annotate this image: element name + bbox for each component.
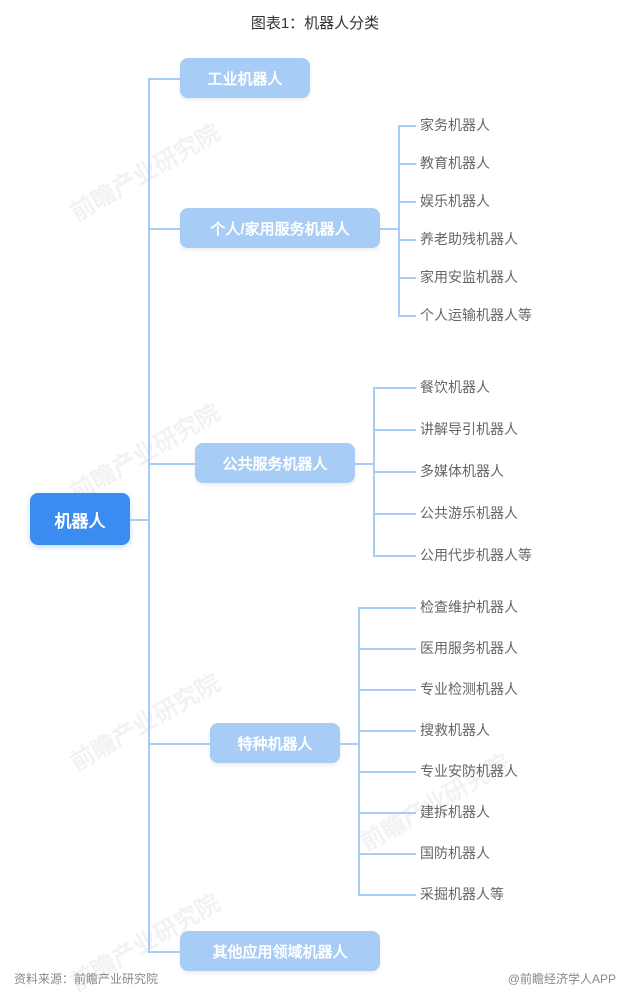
- leaf-1-5: 个人运输机器人等: [420, 306, 600, 324]
- footer-source: 资料来源：前瞻产业研究院: [14, 970, 158, 987]
- leaf-2-3: 公共游乐机器人: [420, 504, 600, 522]
- leaf-3-3: 搜救机器人: [420, 721, 600, 739]
- leaf-2-4: 公用代步机器人等: [420, 546, 600, 564]
- root-node: 机器人: [30, 493, 130, 545]
- category-4: 其他应用领域机器人: [180, 931, 380, 971]
- leaf-3-4: 专业安防机器人: [420, 762, 600, 780]
- leaf-3-1: 医用服务机器人: [420, 639, 600, 657]
- leaf-3-2: 专业检测机器人: [420, 680, 600, 698]
- category-2: 公共服务机器人: [195, 443, 355, 483]
- leaf-2-1: 讲解导引机器人: [420, 420, 600, 438]
- leaf-1-4: 家用安监机器人: [420, 268, 600, 286]
- leaf-1-3: 养老助残机器人: [420, 230, 600, 248]
- leaf-3-7: 采掘机器人等: [420, 885, 600, 903]
- category-1: 个人/家用服务机器人: [180, 208, 380, 248]
- footer: 资料来源：前瞻产业研究院 @前瞻经济学人APP: [14, 970, 616, 987]
- chart-title: 图表1：机器人分类: [0, 0, 630, 33]
- category-0: 工业机器人: [180, 58, 310, 98]
- leaf-3-0: 检查维护机器人: [420, 598, 600, 616]
- category-3: 特种机器人: [210, 723, 340, 763]
- leaf-1-1: 教育机器人: [420, 154, 600, 172]
- leaf-1-0: 家务机器人: [420, 116, 600, 134]
- tree-diagram: 前瞻产业研究院前瞻产业研究院前瞻产业研究院前瞻产业研究院前瞻产业研究院机器人工业…: [0, 33, 630, 953]
- leaf-1-2: 娱乐机器人: [420, 192, 600, 210]
- leaf-3-5: 建拆机器人: [420, 803, 600, 821]
- leaf-2-2: 多媒体机器人: [420, 462, 600, 480]
- footer-app: @前瞻经济学人APP: [508, 970, 616, 987]
- leaf-2-0: 餐饮机器人: [420, 378, 600, 396]
- leaf-3-6: 国防机器人: [420, 844, 600, 862]
- watermark: 前瞻产业研究院: [63, 663, 226, 777]
